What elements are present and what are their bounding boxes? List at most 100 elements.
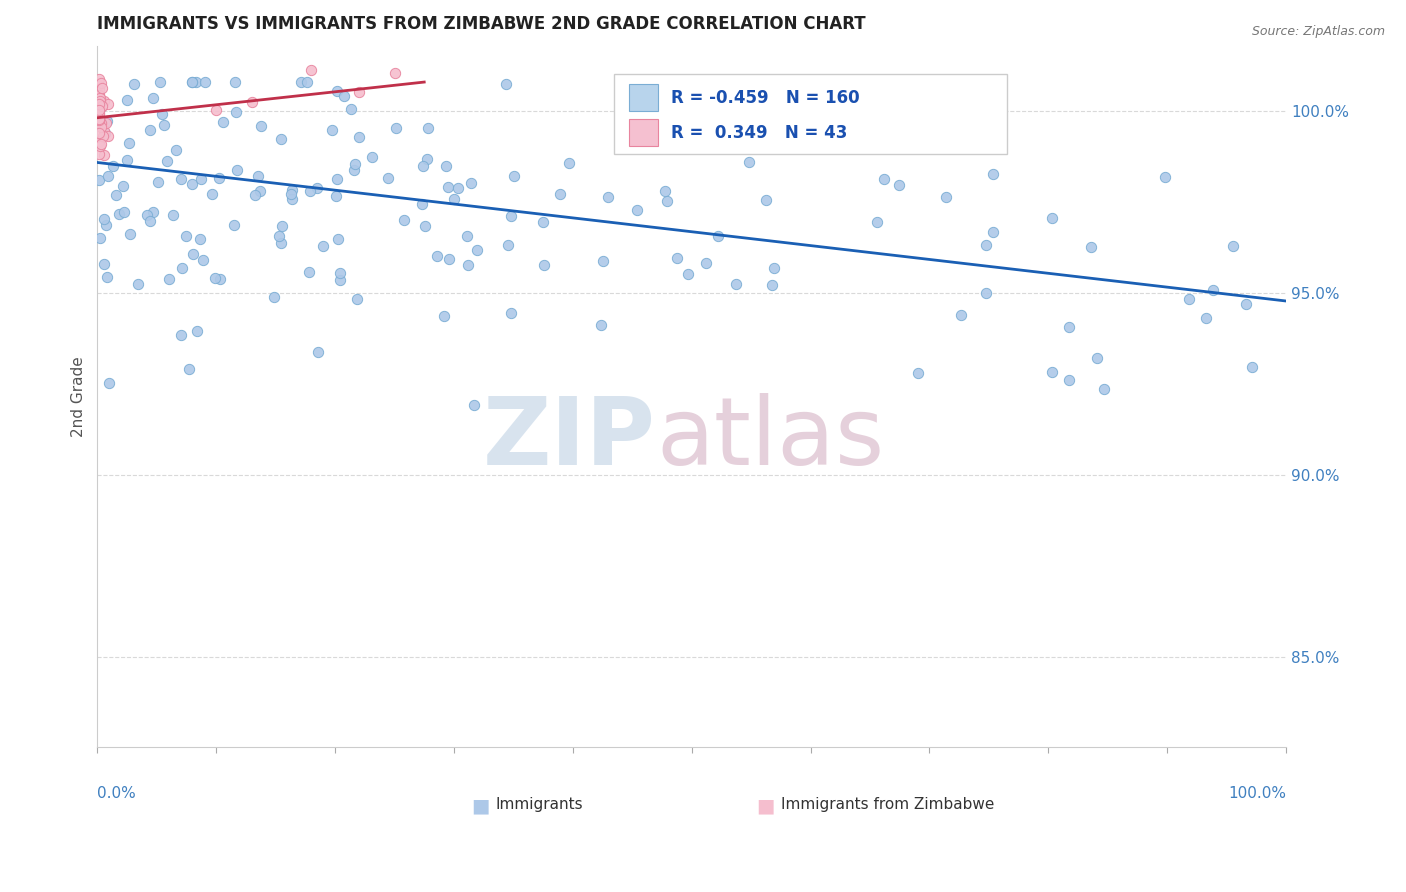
Point [89, 91, 111, 105]
Point [172, 261, 194, 276]
Point [112, 204, 135, 219]
Point [1080, 240, 1102, 254]
Point [457, 258, 479, 272]
Text: Immigrants from Zimbabwe: Immigrants from Zimbabwe [780, 797, 994, 812]
Point [87, 97, 110, 112]
Point [865, 215, 887, 229]
Point [412, 159, 434, 173]
Point [193, 252, 215, 267]
Point [205, 103, 228, 117]
Point [437, 179, 460, 194]
Text: R = -0.459   N = 160: R = -0.459 N = 160 [672, 88, 860, 107]
Point [87, 95, 110, 110]
Point [665, 252, 688, 266]
Point [1085, 351, 1108, 366]
Point [326, 172, 349, 186]
Point [533, 258, 555, 272]
Point [981, 225, 1004, 239]
Point [325, 84, 347, 98]
Point [180, 177, 202, 191]
Point [312, 239, 335, 253]
Text: ■: ■ [471, 797, 489, 815]
Point [935, 189, 957, 203]
Point [426, 249, 449, 263]
Point [250, 119, 273, 133]
Point [87, 147, 110, 161]
Point [416, 153, 439, 167]
Point [548, 187, 571, 202]
Point [1040, 211, 1063, 225]
Point [384, 66, 406, 80]
Point [93, 212, 115, 227]
Point [87, 112, 110, 127]
Point [443, 192, 465, 206]
Point [270, 132, 292, 146]
Point [1057, 373, 1080, 387]
Point [115, 93, 138, 107]
Point [678, 267, 700, 281]
Point [385, 121, 408, 136]
Point [1222, 239, 1244, 253]
Point [150, 107, 173, 121]
Point [415, 219, 437, 233]
Point [93, 148, 115, 162]
Point [1092, 382, 1115, 396]
Point [146, 175, 169, 189]
Point [434, 159, 457, 173]
Point [246, 169, 269, 183]
Point [873, 172, 896, 186]
Point [152, 118, 174, 132]
Point [1240, 360, 1263, 375]
Point [392, 213, 415, 227]
Point [97, 96, 120, 111]
Point [190, 171, 212, 186]
Point [297, 75, 319, 89]
Point [87, 113, 110, 128]
Point [377, 171, 399, 186]
Point [91, 129, 114, 144]
Point [194, 75, 217, 89]
Point [117, 136, 139, 151]
Point [222, 218, 245, 232]
Point [755, 193, 778, 207]
Point [162, 208, 184, 222]
Point [93, 95, 115, 109]
Point [329, 272, 352, 286]
Point [707, 228, 730, 243]
Point [225, 105, 247, 120]
Point [87, 110, 110, 124]
Point [89, 138, 111, 153]
Point [111, 178, 134, 193]
Point [90, 137, 112, 152]
Point [270, 235, 292, 250]
Point [96, 270, 118, 285]
Point [87, 106, 110, 120]
Point [87, 71, 110, 86]
Point [122, 77, 145, 91]
Point [224, 75, 246, 89]
Point [165, 143, 187, 157]
Point [90, 80, 112, 95]
Point [90, 98, 112, 112]
Point [94, 218, 117, 232]
Point [460, 176, 482, 190]
Point [90, 116, 112, 130]
Point [208, 272, 231, 286]
Text: IMMIGRANTS VS IMMIGRANTS FROM ZIMBABWE 2ND GRADE CORRELATION CHART: IMMIGRANTS VS IMMIGRANTS FROM ZIMBABWE 2… [97, 15, 866, 33]
Point [91, 118, 114, 132]
Point [101, 159, 124, 173]
Point [93, 124, 115, 138]
Point [87, 126, 110, 140]
Point [94, 115, 117, 129]
Text: R =  0.349   N = 43: R = 0.349 N = 43 [672, 124, 848, 142]
Point [432, 309, 454, 323]
Point [657, 194, 679, 208]
Point [186, 75, 208, 89]
Point [495, 77, 517, 91]
Point [117, 153, 139, 168]
Point [626, 202, 648, 217]
Point [456, 228, 478, 243]
Point [333, 89, 356, 103]
Point [97, 129, 120, 144]
Point [87, 103, 110, 118]
